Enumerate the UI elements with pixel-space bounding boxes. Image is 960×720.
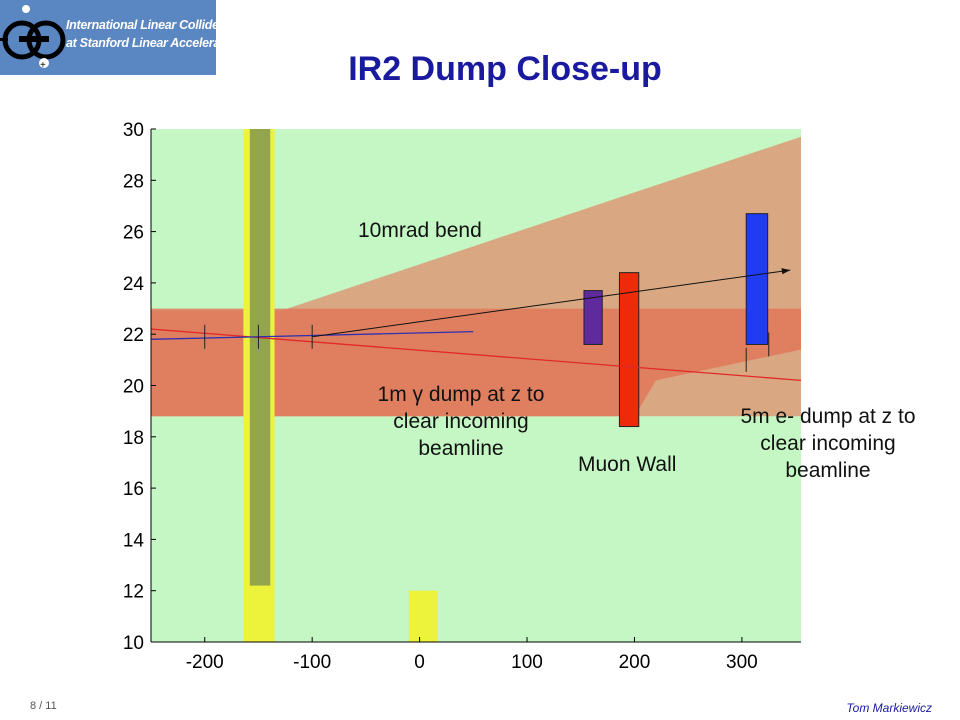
electron-dump [745,213,769,345]
y-tick-label-24: 24 [123,274,145,295]
electron-dump-annotation-line-3: beamline [785,459,871,482]
y-tick-label-10: 10 [123,633,144,654]
photon-dump [583,290,603,345]
logo-line-2: at Stanford Linear Accelerator Center [66,36,216,50]
logo-text: International Linear Collider at Stanfor… [66,16,216,52]
y-tick-label-22: 22 [123,325,144,346]
y-tick-label-16: 16 [123,479,144,500]
author: Tom Markiewicz [846,701,932,715]
x-tick-label--100: -100 [293,652,331,673]
photon-dump-annotation-line-1: 1m γ dump at z to [377,383,545,406]
y-tick-label-30: 30 [123,120,144,141]
muon-wall-annotation: Muon Wall [578,453,677,476]
electron-dump-annotation: 5m e- dump at z to clear incoming beamli… [712,403,944,484]
yellow-block-center [408,590,438,642]
x-tick-label-200: 200 [619,652,651,673]
incoming-beamline [151,328,801,382]
photon-dump-annotation: 1m γ dump at z to clear incoming beamlin… [355,381,567,462]
x-tick-label--200: -200 [186,652,224,673]
bend-line [312,269,791,338]
y-tick-label-12: 12 [123,582,144,603]
ilc-logo-graphic: + [0,0,216,75]
logo-line-1: International Linear Collider [66,18,216,32]
x-tick-label-0: 0 [414,652,425,673]
svg-text:+: + [40,60,46,71]
photon-dump-annotation-line-2: clear incoming [393,410,529,433]
y-tick-label-18: 18 [123,428,144,449]
x-tick-label-100: 100 [511,652,543,673]
y-tick-label-26: 26 [123,223,144,244]
x-tick-label-300: 300 [726,652,758,673]
y-tick-label-28: 28 [123,171,144,192]
y-tick-label-20: 20 [123,377,144,398]
ilc-logo: + International Linear Collider at Stanf… [0,0,216,75]
muon-wall [618,272,640,428]
bend-arrowhead [781,268,791,275]
bend-annotation: 10mrad bend [358,219,482,242]
y-tick-label-14: 14 [123,530,145,551]
page-number: 8 / 11 [30,700,57,712]
olive-column-left [249,129,271,586]
page-title: IR2 Dump Close-up [348,50,662,88]
electron-dump-annotation-line-1: 5m e- dump at z to [740,405,916,428]
electron-dump-annotation-line-2: clear incoming [760,432,896,455]
photon-dump-annotation-line-3: beamline [418,437,504,460]
